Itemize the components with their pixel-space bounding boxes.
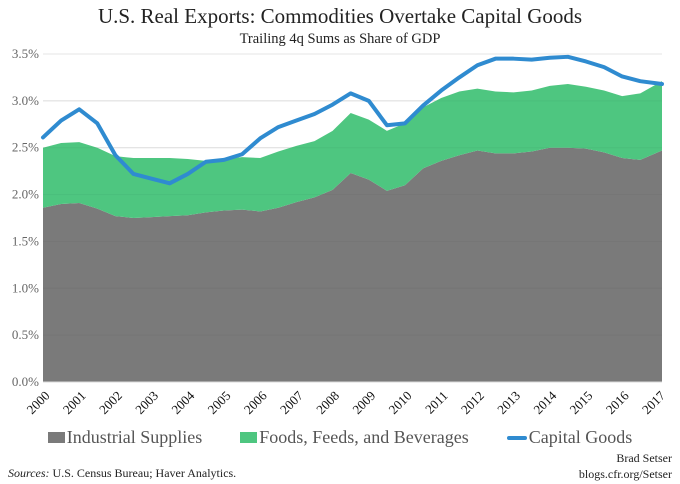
y-tick-label: 2.5% — [12, 140, 39, 155]
x-tick-label: 2016 — [603, 388, 632, 417]
legend-item-capital-goods: Capital Goods — [506, 427, 633, 448]
x-tick-label: 2002 — [96, 388, 125, 417]
y-tick-label: 3.5% — [12, 46, 39, 61]
author-credit: Brad Setser blogs.cfr.org/Setser — [579, 450, 672, 482]
legend-label: Capital Goods — [528, 427, 633, 447]
line-capital-goods — [41, 54, 664, 186]
x-tick-label: 2017 — [639, 388, 668, 417]
legend-item-industrial: Industrial Supplies — [47, 427, 203, 448]
legend-swatch — [506, 435, 527, 440]
sources-label: Sources: — [8, 466, 50, 480]
x-tick-label: 2001 — [60, 388, 89, 417]
legend: Industrial Supplies Foods, Feeds, and Be… — [0, 427, 680, 448]
author-site: blogs.cfr.org/Setser — [578, 467, 672, 481]
x-tick-label: 2000 — [24, 388, 53, 417]
legend-label: Foods, Feeds, and Beverages — [259, 427, 469, 447]
x-tick-label: 2005 — [205, 388, 234, 417]
y-tick-label: 1.5% — [12, 233, 39, 248]
legend-label: Industrial Supplies — [66, 427, 203, 447]
chart-title: U.S. Real Exports: Commodities Overtake … — [97, 4, 583, 28]
chart-subtitle: Trailing 4q Sums as Share of GDP — [239, 31, 441, 47]
legend-swatch — [240, 432, 258, 443]
legend-item-foods: Foods, Feeds, and Beverages — [240, 427, 469, 448]
x-tick-label: 2006 — [241, 388, 270, 417]
y-tick-label: 2.0% — [12, 187, 39, 202]
area-industrial-supplies — [43, 147, 662, 382]
x-tick-label: 2004 — [168, 388, 197, 417]
y-tick-label: 0.5% — [12, 327, 39, 342]
x-tick-label: 2014 — [530, 388, 559, 417]
x-tick-label: 2009 — [349, 388, 378, 417]
x-tick-label: 2013 — [494, 388, 523, 417]
sources-text: U.S. Census Bureau; Haver Analytics. — [49, 466, 237, 480]
sources-note: Sources: U.S. Census Bureau; Haver Analy… — [8, 466, 236, 481]
y-tick-label: 3.0% — [12, 93, 39, 108]
x-tick-label: 2015 — [567, 388, 596, 417]
area-foods-feeds-and-beverages — [43, 81, 662, 218]
y-tick-label: 1.0% — [12, 280, 39, 295]
y-tick-label: 0.0% — [12, 374, 39, 389]
author-name: Brad Setser — [616, 451, 672, 465]
x-tick-label: 2003 — [132, 388, 161, 417]
x-tick-label: 2012 — [458, 388, 487, 417]
x-tick-label: 2008 — [313, 388, 342, 417]
x-tick-label: 2011 — [422, 388, 451, 417]
x-tick-label: 2010 — [386, 388, 415, 417]
legend-swatch — [47, 432, 65, 443]
x-tick-label: 2007 — [277, 388, 306, 417]
